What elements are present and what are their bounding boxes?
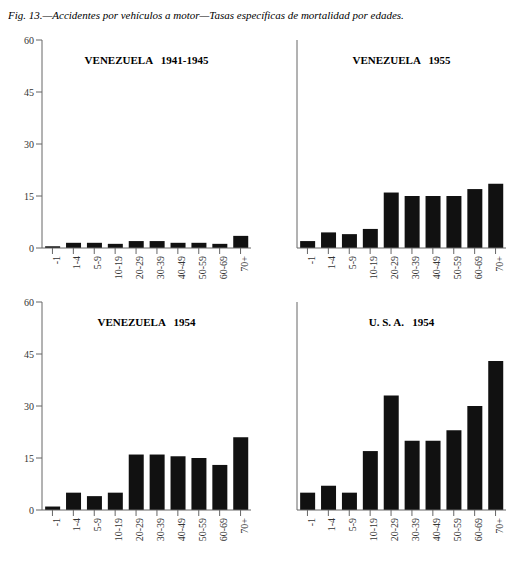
svg-text:30: 30 <box>24 401 34 412</box>
svg-text:70+: 70+ <box>494 256 505 272</box>
svg-text:60-69: 60-69 <box>218 518 229 541</box>
svg-text:30-39: 30-39 <box>410 518 421 541</box>
svg-text:5-9: 5-9 <box>347 256 358 269</box>
svg-text:30: 30 <box>24 139 34 150</box>
svg-text:1-4: 1-4 <box>326 518 337 531</box>
svg-text:-1: -1 <box>51 256 62 264</box>
svg-text:45: 45 <box>24 349 34 360</box>
svg-text:20-29: 20-29 <box>389 518 400 541</box>
svg-text:60-69: 60-69 <box>218 256 229 279</box>
html-text:U. S. A. 1954: U. S. A. 1954 <box>368 316 435 328</box>
svg-text:20-29: 20-29 <box>389 256 400 279</box>
svg-text:1-4: 1-4 <box>326 256 337 269</box>
svg-text:70+: 70+ <box>494 518 505 534</box>
svg-text:50-59: 50-59 <box>452 518 463 541</box>
svg-text:50-59: 50-59 <box>197 518 208 541</box>
svg-text:40-49: 40-49 <box>176 256 187 279</box>
svg-text:10-19: 10-19 <box>368 518 379 541</box>
html-text:VENEZUELA 1954: VENEZUELA 1954 <box>97 316 196 328</box>
svg-text:20-29: 20-29 <box>134 256 145 279</box>
svg-text:70+: 70+ <box>239 256 250 272</box>
svg-text:30-39: 30-39 <box>155 256 166 279</box>
svg-text:50-59: 50-59 <box>452 256 463 279</box>
svg-text:0: 0 <box>29 505 34 516</box>
svg-text:60: 60 <box>24 297 34 308</box>
svg-text:5-9: 5-9 <box>347 518 358 531</box>
svg-text:5-9: 5-9 <box>92 256 103 269</box>
svg-text:-1: -1 <box>51 518 62 526</box>
svg-text:70+: 70+ <box>239 518 250 534</box>
svg-text:50-59: 50-59 <box>197 256 208 279</box>
svg-text:15: 15 <box>24 191 34 202</box>
svg-text:60-69: 60-69 <box>473 518 484 541</box>
svg-text:-1: -1 <box>306 518 317 526</box>
svg-text:45: 45 <box>24 87 34 98</box>
svg-text:15: 15 <box>24 453 34 464</box>
svg-text:0: 0 <box>29 243 34 254</box>
svg-text:10-19: 10-19 <box>113 518 124 541</box>
html-text:VENEZUELA 1941-1945: VENEZUELA 1941-1945 <box>84 54 209 66</box>
svg-text:1-4: 1-4 <box>71 256 82 269</box>
html-text:Fig. 13.—Accidentes por vehícu: Fig. 13.—Accidentes por vehículos a moto… <box>8 9 404 21</box>
svg-text:40-49: 40-49 <box>176 518 187 541</box>
svg-text:1-4: 1-4 <box>71 518 82 531</box>
svg-text:10-19: 10-19 <box>368 256 379 279</box>
svg-text:60: 60 <box>24 35 34 46</box>
html-text:VENEZUELA 1955: VENEZUELA 1955 <box>352 54 451 66</box>
svg-text:20-29: 20-29 <box>134 518 145 541</box>
svg-text:5-9: 5-9 <box>92 518 103 531</box>
svg-text:40-49: 40-49 <box>431 256 442 279</box>
svg-text:10-19: 10-19 <box>113 256 124 279</box>
svg-text:-1: -1 <box>306 256 317 264</box>
svg-text:30-39: 30-39 <box>410 256 421 279</box>
svg-text:30-39: 30-39 <box>155 518 166 541</box>
svg-text:60-69: 60-69 <box>473 256 484 279</box>
svg-text:40-49: 40-49 <box>431 518 442 541</box>
